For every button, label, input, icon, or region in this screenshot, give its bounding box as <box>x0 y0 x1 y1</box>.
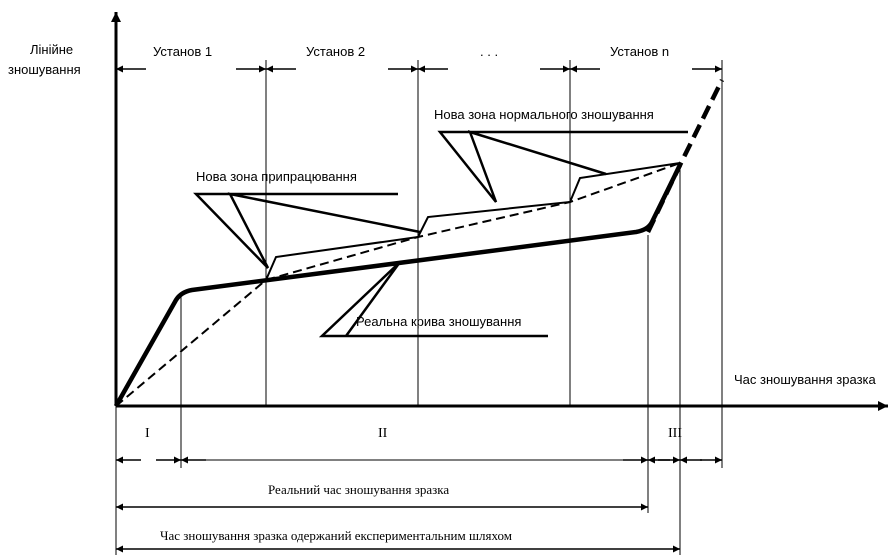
new-runin-zone-label: Нова зона припрацювання <box>196 169 357 184</box>
sawtooth-curve <box>265 162 681 281</box>
zone-2-label: II <box>378 426 388 441</box>
runin-zone-leader <box>193 192 421 269</box>
stage-ellipsis-label: . . . <box>480 44 498 59</box>
zone-3-label: III <box>668 426 682 441</box>
new-normal-zone-label: Нова зона нормального зношування <box>434 107 654 122</box>
real-curve-leader <box>318 261 548 338</box>
y-axis-label-line1: Лінійне <box>30 42 73 57</box>
real-time-label: Реальний час зношування зразка <box>268 482 449 497</box>
stage-n-label: Установ n <box>610 44 669 59</box>
experimental-time-label: Час зношування зразка одержаний експерим… <box>160 528 512 543</box>
y-axis-label-line2: зношування <box>8 62 81 77</box>
stage1-label: Установ 1 <box>153 44 212 59</box>
stage2-label: Установ 2 <box>306 44 365 59</box>
normal-zone-leader <box>437 130 688 203</box>
real-curve-label: Реальна крива зношування <box>356 314 521 329</box>
real-wear-curve <box>114 164 683 408</box>
x-axis-label: Час зношування зразка <box>734 372 877 387</box>
zone-1-label: I <box>145 426 150 441</box>
